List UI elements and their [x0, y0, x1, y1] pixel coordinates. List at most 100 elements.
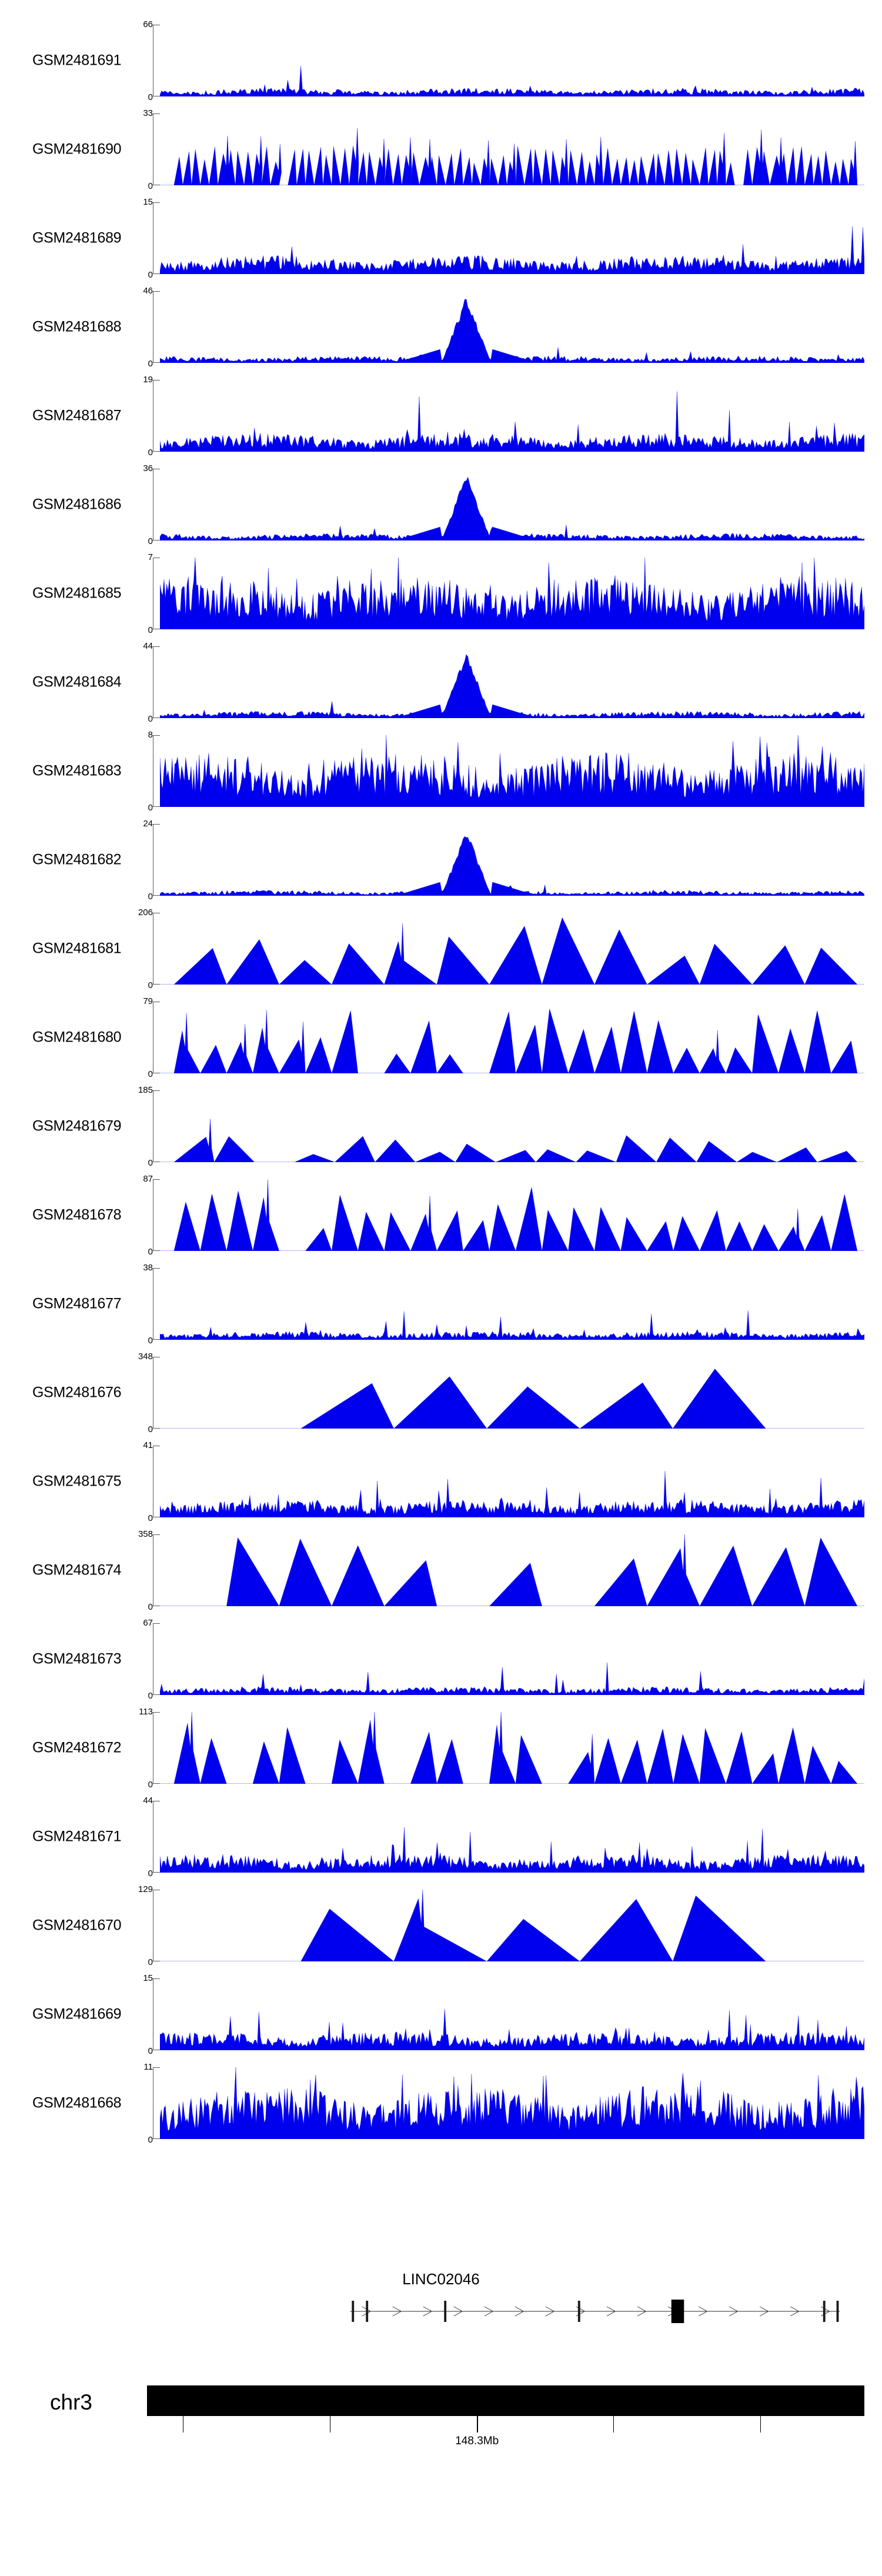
- y-axis-bracket: [153, 1890, 160, 1961]
- track-label-gsm2481671: GSM2481671: [32, 1828, 122, 1845]
- y-axis-max-label: 11: [143, 2062, 153, 2072]
- y-axis-bracket: [153, 380, 160, 452]
- track-label-gsm2481673: GSM2481673: [32, 1650, 122, 1667]
- coverage-area: [160, 1712, 864, 1784]
- y-axis-bracket: [153, 913, 160, 985]
- coverage-plot-area: [160, 824, 864, 896]
- y-axis-bracket: [153, 824, 160, 896]
- chromosome-ideogram-track: chr3 148.3Mb: [0, 2376, 882, 2494]
- coverage-plot-area: [160, 646, 864, 718]
- track-y-axis: 67 0: [142, 1618, 160, 1701]
- ideogram-wrapper: 148.3Mb: [147, 2385, 864, 2456]
- y-axis-max-label: 44: [143, 1796, 153, 1806]
- coverage-track: GSM2481671 44 0: [0, 1793, 882, 1881]
- coverage-track: GSM2481681 206 0: [0, 905, 882, 993]
- coverage-area: [160, 66, 864, 96]
- chromosome-label: chr3: [50, 2390, 92, 2414]
- coverage-track: GSM2481680 79 0: [0, 993, 882, 1082]
- ideogram-tick: [760, 2416, 761, 2432]
- ideogram-ticks: [147, 2416, 864, 2432]
- coverage-area: [160, 299, 864, 363]
- y-axis-min-label: 0: [148, 181, 153, 191]
- coverage-area: [160, 735, 864, 807]
- y-axis-max-label: 79: [143, 996, 153, 1006]
- coverage-plot-area: [160, 1446, 864, 1517]
- strand-arrow-right-icon: [699, 2307, 707, 2316]
- y-axis-bracket: [153, 1179, 160, 1251]
- track-label-gsm2481675: GSM2481675: [32, 1473, 122, 1490]
- coverage-area: [160, 1369, 864, 1429]
- strand-arrow-right-icon: [485, 2307, 493, 2316]
- coverage-plot-area: [160, 1268, 864, 1340]
- y-axis-bracket: [153, 1446, 160, 1517]
- exon-bar: [823, 2301, 826, 2322]
- track-label-gsm2481681: GSM2481681: [32, 940, 122, 957]
- thick-exon-block: [671, 2300, 684, 2323]
- y-axis-bracket: [153, 1712, 160, 1784]
- y-axis-bracket: [153, 1801, 160, 1873]
- y-axis-bracket: [153, 1090, 160, 1162]
- y-axis-bracket: [153, 1002, 160, 1073]
- y-axis-min-label: 0: [148, 92, 153, 102]
- y-axis-max-label: 67: [143, 1618, 153, 1628]
- track-y-axis: 87 0: [142, 1174, 160, 1257]
- gene-annotation-track: LINC02046: [0, 2270, 882, 2341]
- y-axis-max-label: 19: [143, 375, 153, 385]
- y-axis-max-label: 206: [138, 907, 153, 917]
- track-y-axis: 46 0: [142, 286, 160, 369]
- y-axis-max-label: 15: [143, 1973, 153, 1983]
- y-axis-bracket: [153, 202, 160, 274]
- coverage-area: [160, 1471, 864, 1517]
- track-label-gsm2481686: GSM2481686: [32, 496, 122, 513]
- gene-model-diagram: [160, 2298, 864, 2324]
- coverage-track: GSM2481670 129 0: [0, 1881, 882, 1970]
- y-axis-max-label: 44: [143, 641, 153, 651]
- exon-bar: [352, 2301, 355, 2322]
- coverage-track: GSM2481675 41 0: [0, 1437, 882, 1526]
- coverage-area: [160, 226, 864, 274]
- track-label-gsm2481668: GSM2481668: [32, 2094, 122, 2111]
- y-axis-max-label: 8: [148, 730, 153, 740]
- y-axis-bracket: [153, 1978, 160, 2050]
- y-axis-min-label: 0: [148, 2135, 153, 2145]
- y-axis-min-label: 0: [148, 1691, 153, 1701]
- track-label-gsm2481669: GSM2481669: [32, 2006, 122, 2023]
- track-label-gsm2481672: GSM2481672: [32, 1739, 122, 1756]
- coverage-area: [160, 1310, 864, 1340]
- coverage-area: [160, 655, 864, 718]
- track-y-axis: 19 0: [142, 375, 160, 458]
- strand-arrow-right-icon: [454, 2307, 462, 2316]
- track-y-axis: 66 0: [142, 19, 160, 102]
- coverage-plot-area: [160, 469, 864, 540]
- y-axis-min-label: 0: [148, 2046, 153, 2056]
- y-axis-min-label: 0: [148, 1336, 153, 1346]
- ideogram-tick: [613, 2416, 614, 2432]
- coverage-plot-area: [160, 1534, 864, 1606]
- strand-arrow-right-icon: [393, 2307, 401, 2316]
- track-y-axis: 129 0: [138, 1884, 160, 1967]
- y-axis-max-label: 66: [143, 19, 153, 29]
- strand-arrow-right-icon: [790, 2307, 799, 2316]
- track-y-axis: 206 0: [138, 907, 160, 990]
- y-axis-max-label: 7: [148, 552, 153, 562]
- y-axis-min-label: 0: [148, 803, 153, 813]
- track-label-gsm2481691: GSM2481691: [32, 52, 122, 69]
- y-axis-min-label: 0: [148, 536, 153, 546]
- y-axis-max-label: 33: [143, 108, 153, 118]
- track-label-gsm2481676: GSM2481676: [32, 1384, 122, 1401]
- y-axis-bracket: [153, 1357, 160, 1429]
- coverage-track: GSM2481668 11 0: [0, 2059, 882, 2147]
- y-axis-min-label: 0: [148, 1957, 153, 1967]
- track-y-axis: 15 0: [142, 1973, 160, 2056]
- y-axis-min-label: 0: [148, 1513, 153, 1523]
- track-y-axis: 11 0: [142, 2062, 160, 2145]
- coverage-plot-area: [160, 291, 864, 363]
- coverage-track: GSM2481669 15 0: [0, 1970, 882, 2058]
- y-axis-max-label: 46: [143, 286, 153, 296]
- coverage-track: GSM2481685 7 0: [0, 549, 882, 638]
- coverage-area: [160, 2067, 864, 2139]
- exon-bar: [836, 2301, 839, 2322]
- coverage-area: [160, 128, 864, 185]
